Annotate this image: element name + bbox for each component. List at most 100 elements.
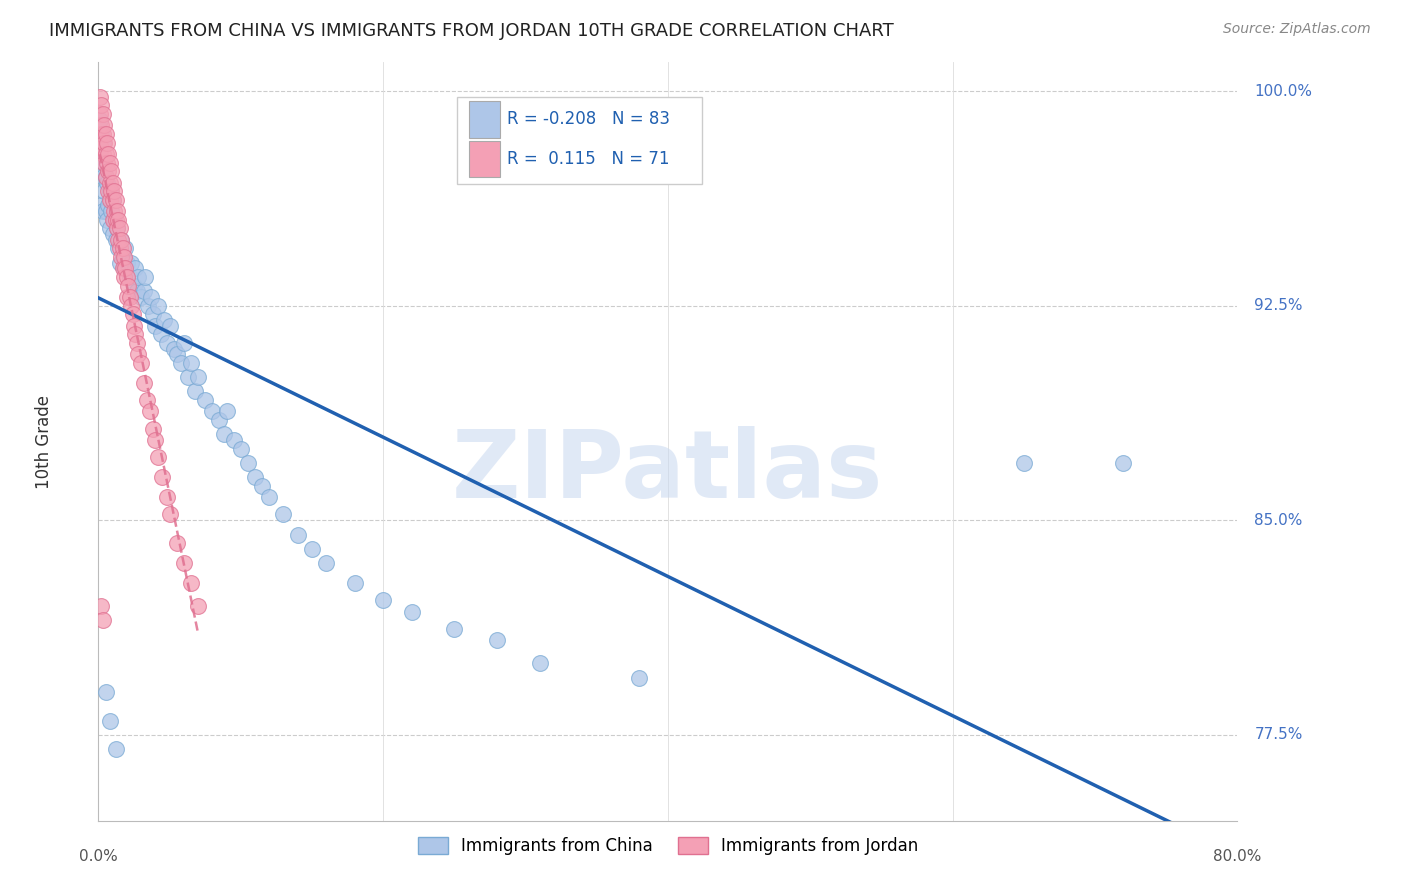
Point [180, 576, 202, 591]
Point [111, 261, 134, 276]
Point [124, 261, 146, 276]
Point [107, 233, 129, 247]
Point [112, 261, 135, 276]
Point [373, 593, 395, 607]
Point [89, 112, 111, 127]
Text: R =  0.115   N = 71: R = 0.115 N = 71 [508, 150, 669, 168]
Point [135, 392, 157, 407]
Point [91, 136, 114, 150]
Text: 10th Grade: 10th Grade [35, 394, 53, 489]
Point [118, 290, 141, 304]
Point [124, 327, 146, 342]
Point [287, 527, 309, 541]
Point [96, 176, 118, 190]
Point [401, 605, 423, 619]
Point [166, 347, 188, 361]
Point [1112, 456, 1135, 470]
Point [628, 671, 651, 685]
Point [115, 270, 138, 285]
Point [148, 299, 170, 313]
Point [259, 491, 281, 505]
Point [107, 241, 129, 255]
Point [100, 204, 122, 219]
Point [96, 155, 118, 169]
Point [173, 335, 195, 350]
Point [121, 307, 143, 321]
Point [110, 233, 132, 247]
Point [315, 556, 337, 570]
Point [212, 427, 235, 442]
Text: 77.5%: 77.5% [1254, 727, 1303, 742]
Point [104, 742, 127, 756]
Point [125, 335, 148, 350]
Point [138, 404, 160, 418]
Point [104, 233, 127, 247]
Text: 0.0%: 0.0% [79, 849, 118, 864]
Text: R = -0.208   N = 83: R = -0.208 N = 83 [508, 111, 671, 128]
Point [125, 285, 148, 299]
Point [94, 685, 117, 699]
Point [100, 164, 122, 178]
Point [229, 442, 252, 456]
Point [132, 376, 155, 390]
Point [104, 193, 127, 207]
Point [153, 313, 176, 327]
Point [177, 370, 200, 384]
Point [90, 164, 112, 178]
Point [91, 204, 114, 219]
Point [100, 184, 122, 198]
Point [93, 136, 115, 150]
Point [208, 413, 231, 427]
Point [101, 193, 124, 207]
Point [94, 204, 117, 219]
Text: IMMIGRANTS FROM CHINA VS IMMIGRANTS FROM JORDAN 10TH GRADE CORRELATION CHART: IMMIGRANTS FROM CHINA VS IMMIGRANTS FROM… [49, 22, 894, 40]
Point [141, 422, 163, 436]
Point [94, 147, 117, 161]
Point [90, 98, 112, 112]
Point [180, 356, 202, 370]
Point [184, 384, 207, 399]
Point [98, 714, 121, 728]
Point [97, 147, 120, 161]
Point [156, 491, 179, 505]
Point [98, 193, 121, 207]
Point [89, 89, 111, 103]
Point [97, 198, 120, 212]
Point [101, 193, 124, 207]
Text: 92.5%: 92.5% [1254, 298, 1303, 313]
Point [152, 470, 174, 484]
Point [187, 370, 209, 384]
Point [97, 164, 120, 178]
Point [114, 241, 136, 255]
Point [101, 227, 124, 241]
Point [101, 212, 124, 227]
Point [236, 456, 259, 470]
Text: 85.0%: 85.0% [1254, 513, 1303, 528]
Point [145, 318, 167, 333]
Point [98, 176, 121, 190]
Point [243, 470, 266, 484]
Point [90, 119, 112, 133]
Point [529, 657, 551, 671]
Point [90, 127, 112, 141]
Point [120, 256, 142, 270]
Point [170, 356, 193, 370]
Text: ZIPatlas: ZIPatlas [453, 425, 883, 518]
Point [173, 556, 195, 570]
Point [117, 278, 139, 293]
Point [91, 147, 114, 161]
Legend: Immigrants from China, Immigrants from Jordan: Immigrants from China, Immigrants from J… [411, 830, 925, 862]
Point [215, 404, 238, 418]
Point [122, 318, 145, 333]
Point [159, 508, 181, 522]
Point [98, 221, 121, 235]
Point [273, 508, 295, 522]
Point [159, 318, 181, 333]
Point [93, 155, 115, 169]
Point [98, 184, 121, 198]
Point [98, 155, 121, 169]
Text: 80.0%: 80.0% [1213, 849, 1261, 864]
FancyBboxPatch shape [468, 141, 501, 177]
Point [486, 633, 509, 648]
Point [145, 433, 167, 447]
